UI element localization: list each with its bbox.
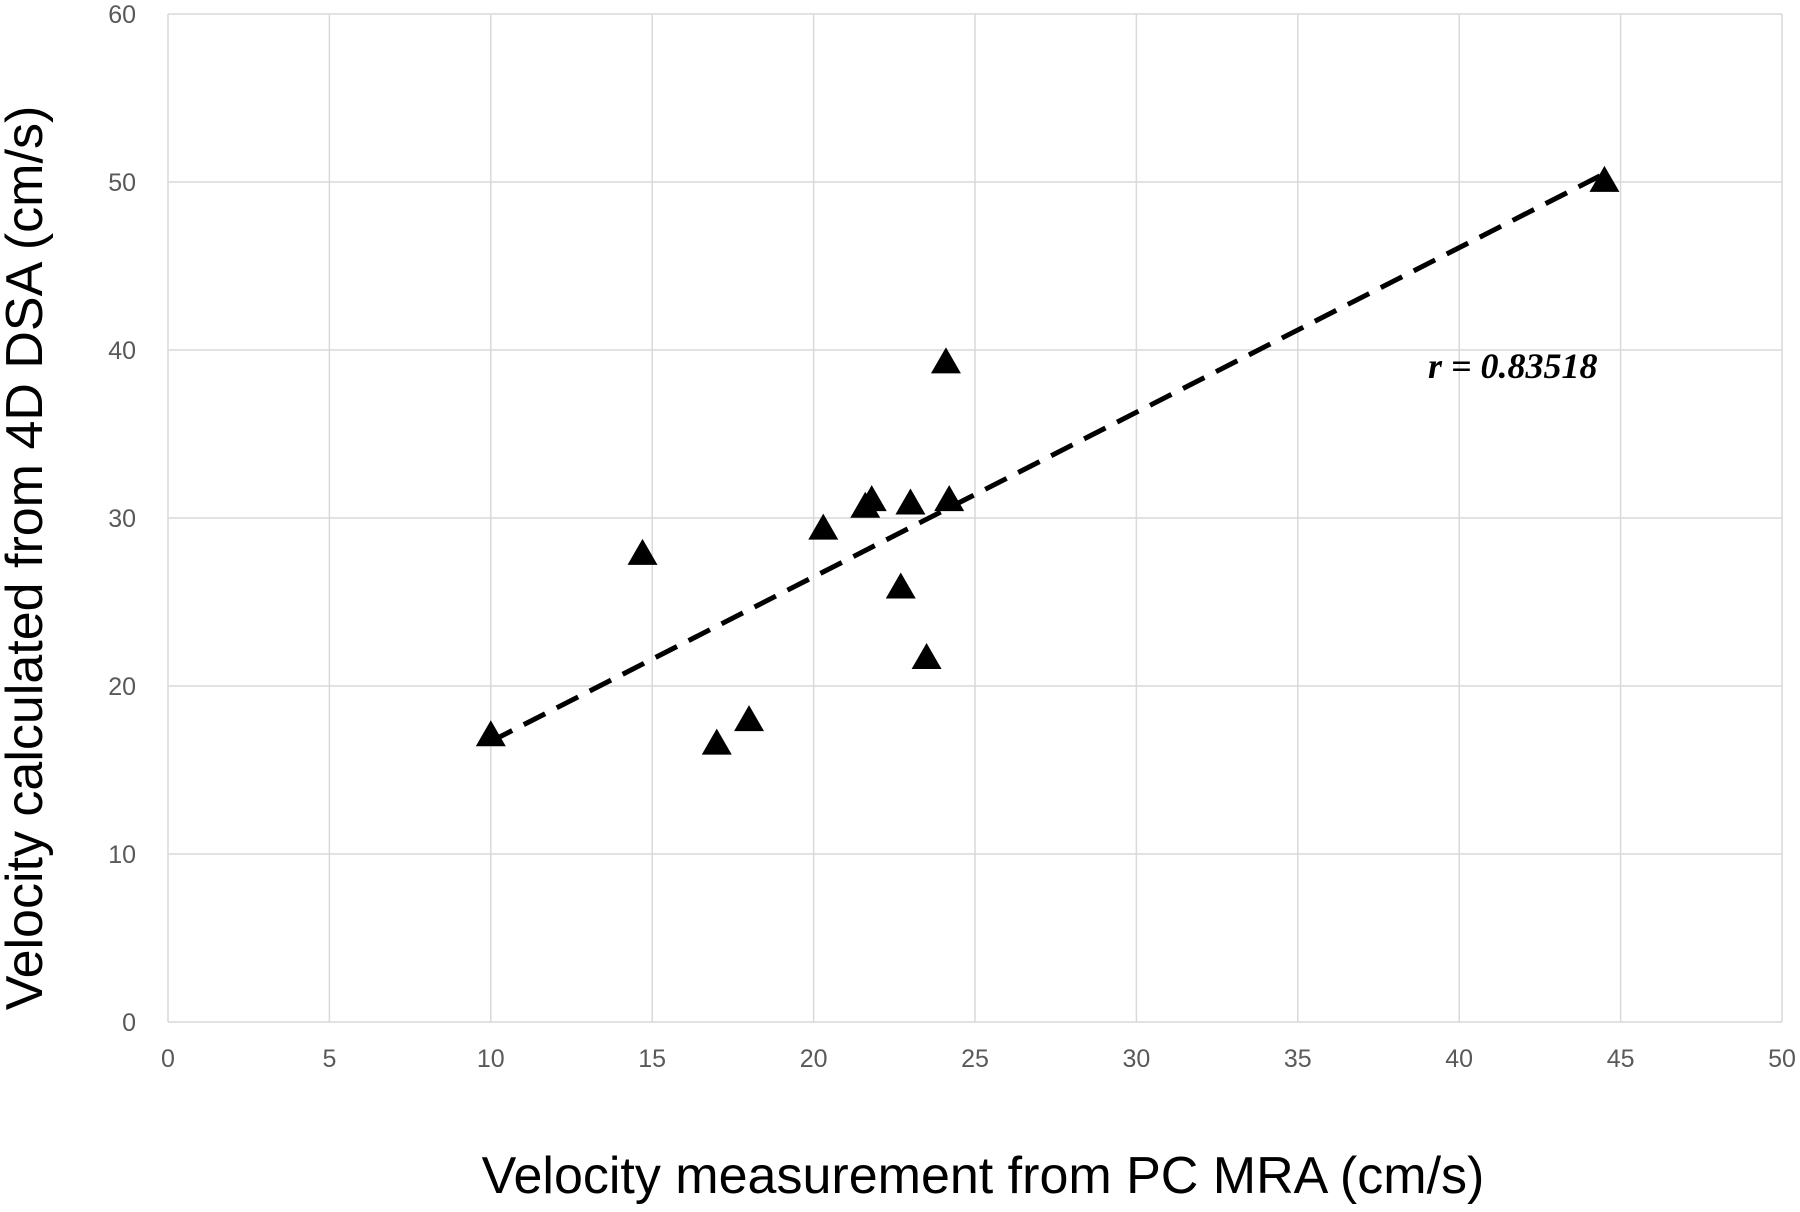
x-tick-label: 45	[1607, 1045, 1635, 1073]
triangle-marker	[627, 538, 658, 565]
triangle-marker	[911, 643, 942, 669]
triangle-marker	[475, 720, 506, 747]
trendline	[489, 171, 1606, 744]
x-tick-label: 40	[1445, 1045, 1473, 1073]
y-tick-label: 40	[108, 337, 136, 365]
y-tick-labels: 0 10 20 30 40 50 60	[108, 1, 136, 1037]
x-tick-labels: 0 5 10 15 20 25 30 35 40 45 50	[161, 1045, 1796, 1073]
y-tick-label: 10	[108, 841, 136, 869]
triangle-marker	[856, 485, 887, 512]
y-tick-label: 60	[108, 1, 136, 29]
x-tick-label: 5	[322, 1045, 336, 1073]
triangle-marker	[808, 513, 839, 540]
x-tick-label: 35	[1284, 1045, 1312, 1073]
triangle-marker	[895, 488, 926, 515]
data-points	[475, 165, 1620, 755]
x-tick-label: 30	[1122, 1045, 1150, 1073]
triangle-marker	[930, 347, 961, 374]
triangle-marker	[885, 572, 916, 599]
x-tick-label: 25	[961, 1045, 989, 1073]
triangle-marker	[734, 705, 765, 732]
y-tick-label: 0	[122, 1009, 136, 1037]
y-axis-title: Velocity calculated from 4D DSA (cm/s)	[0, 106, 54, 1011]
triangle-marker	[701, 728, 732, 755]
x-axis-title: Velocity measurement from PC MRA (cm/s)	[482, 1147, 1485, 1205]
triangle-marker	[1589, 165, 1620, 192]
correlation-annotation: r = 0.83518	[1428, 346, 1598, 386]
x-tick-label: 15	[638, 1045, 666, 1073]
x-tick-label: 10	[477, 1045, 505, 1073]
x-tick-label: 0	[161, 1045, 175, 1073]
y-tick-label: 20	[108, 673, 136, 701]
grid-lines	[167, 13, 1783, 1023]
x-tick-label: 20	[800, 1045, 828, 1073]
triangle-marker	[934, 485, 965, 512]
y-tick-label: 50	[108, 169, 136, 197]
y-tick-label: 30	[108, 505, 136, 533]
x-tick-label: 50	[1768, 1045, 1796, 1073]
